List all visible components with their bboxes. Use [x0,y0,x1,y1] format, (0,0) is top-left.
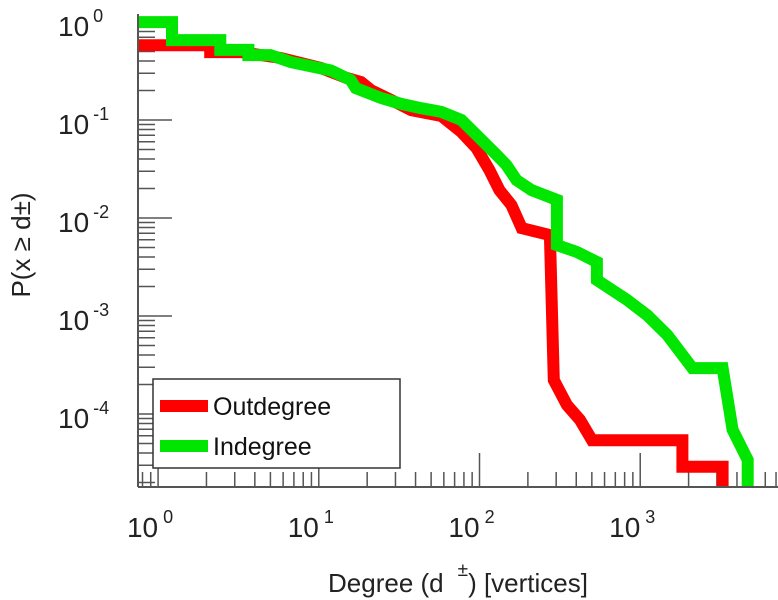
y-tick-label: 10 0 [58,6,103,42]
legend: Outdegree Indegree [152,378,401,469]
legend-label-indegree: Indegree [213,433,312,461]
x-axis-label-post: ) [vertices] [468,568,588,598]
x-tick-label: 10 0 [127,507,173,543]
legend-label-outdegree: Outdegree [213,393,331,421]
y-tick-exponent: -4 [93,398,109,418]
y-tick-label: 10 -4 [58,398,109,434]
y-tick-base: 10 [58,109,89,140]
x-tick-label: 10 3 [609,507,655,543]
legend-box [152,378,401,469]
y-tick-exponent: -2 [93,202,109,222]
x-tick-exponent: 2 [485,507,495,527]
x-axis-label-pre: Degree (d [328,568,444,598]
series-lines [138,16,754,487]
y-tick-base: 10 [58,403,89,434]
x-tick-base: 10 [609,512,640,543]
y-tick-base: 10 [58,207,89,238]
x-tick-exponent: 0 [163,507,173,527]
x-tick-label: 10 1 [288,507,334,543]
x-tick-base: 10 [448,512,479,543]
y-tick-label: 10 -2 [58,202,109,238]
y-axis-label: P(x ≥ d±) [6,192,36,297]
y-tick-base: 10 [58,11,89,42]
x-tick-exponent: 3 [645,507,655,527]
y-tick-exponent: 0 [93,6,103,26]
x-tick-exponent: 1 [324,507,334,527]
x-tick-base: 10 [288,512,319,543]
series-line-indegree [138,16,754,487]
x-axis-label: Degree (d ±) [vertices] [328,560,588,598]
x-axis-label-sup: ± [458,560,468,581]
y-tick-base: 10 [58,305,89,336]
x-tick-base: 10 [127,512,158,543]
tick-labels: 10 0 10 1 10 2 10 310 010 -110 -210 -310 -4 [58,6,655,543]
y-tick-exponent: -3 [93,300,109,320]
y-tick-label: 10 -1 [58,104,109,140]
y-tick-exponent: -1 [93,104,109,124]
x-tick-label: 10 2 [448,507,494,543]
y-tick-label: 10 -3 [58,300,109,336]
